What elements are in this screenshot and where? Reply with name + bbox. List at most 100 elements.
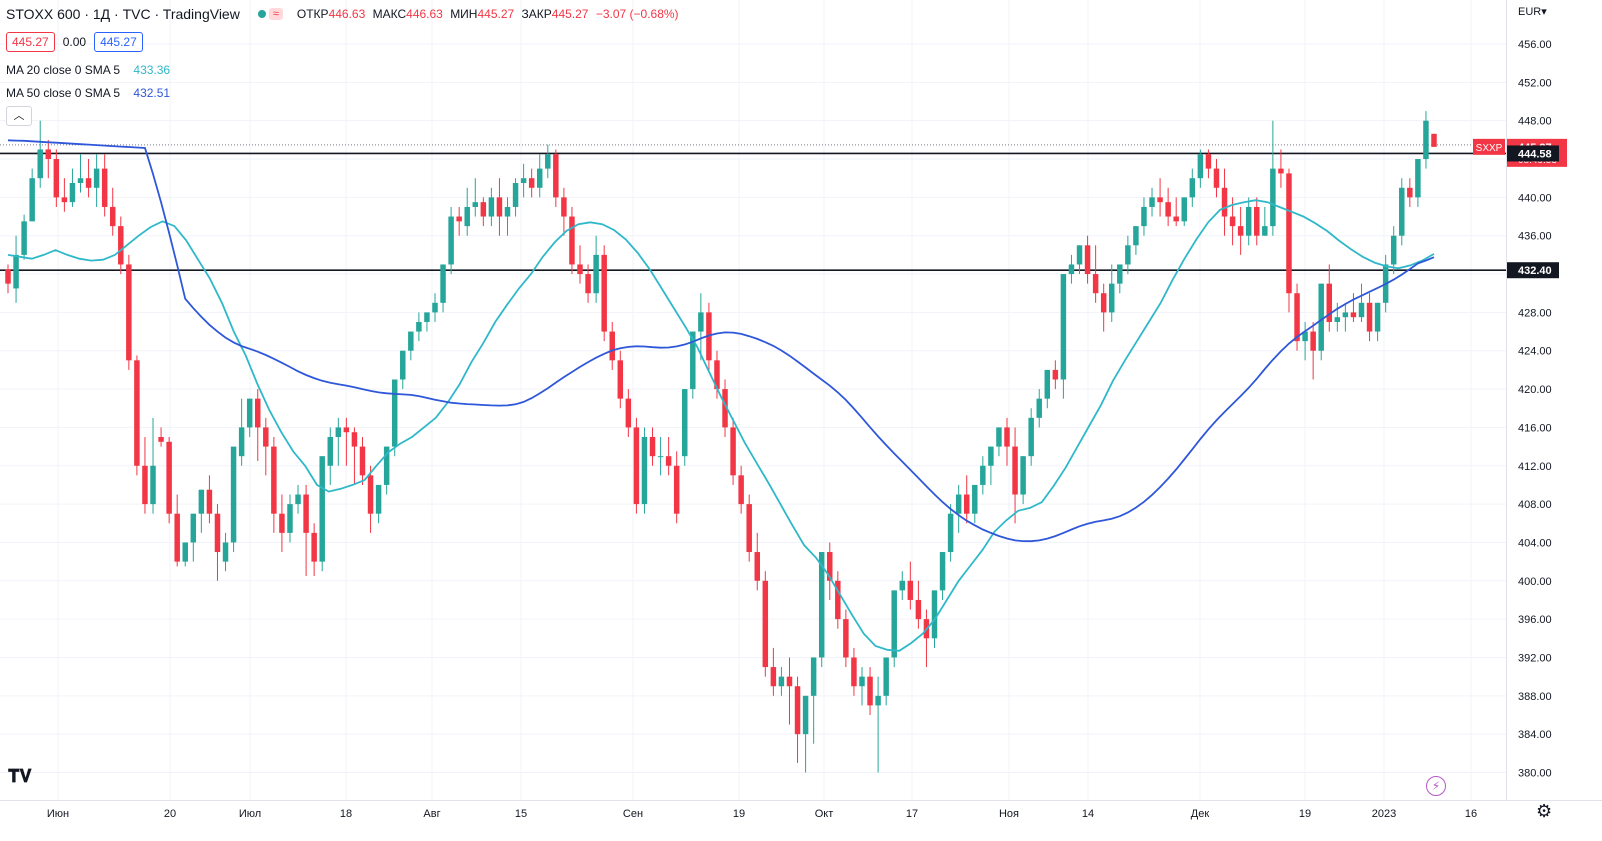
candle-body: [77, 178, 84, 183]
candle-body: [1431, 133, 1437, 147]
candle-body: [504, 206, 511, 217]
candle-body: [287, 504, 293, 533]
x-tick-label: 19: [1299, 808, 1311, 820]
candle-body: [931, 590, 938, 639]
candle-body: [1278, 168, 1284, 174]
chevron-up-icon[interactable]: ︿: [6, 106, 32, 126]
candle-body: [1157, 197, 1163, 203]
candle-body: [456, 216, 462, 222]
time-axis[interactable]: Июн 20 Июл 18 Авг 15 Сен 19 Окт 17 Ноя 14 Дек 19 2023 1…: [47, 808, 1477, 820]
candle-body: [778, 676, 785, 687]
ma20-legend[interactable]: MA 20 close 0 SMA 5 433.36: [6, 63, 170, 77]
candle-body: [569, 216, 575, 265]
symbol-tag-bg: [1473, 138, 1505, 155]
candle-body: [464, 206, 470, 227]
candle-body: [109, 206, 116, 227]
lightning-icon[interactable]: ⚡: [1426, 776, 1446, 796]
candle-body: [150, 465, 156, 505]
candle-body: [1294, 293, 1300, 342]
y-tick-label: 436.00: [1518, 231, 1552, 243]
candle-body: [1036, 398, 1042, 418]
candle-body: [536, 168, 543, 188]
candle-body: [1141, 206, 1147, 227]
candle-body: [440, 264, 446, 303]
candle-body: [166, 441, 172, 514]
candle-body: [13, 254, 19, 289]
candle-body: [528, 178, 535, 188]
candle-body: [101, 168, 108, 207]
close-value: 445.27: [551, 7, 589, 21]
candle-body: [794, 686, 801, 735]
candle-body: [190, 513, 197, 543]
ma50-line: [7, 139, 1435, 543]
candle-body: [206, 489, 213, 514]
candle-body: [5, 269, 11, 284]
candle-body: [996, 427, 1002, 447]
ma50-legend[interactable]: MA 50 close 0 SMA 5 432.51: [6, 86, 170, 100]
candle-body: [375, 484, 382, 514]
x-tick-label: Июн: [47, 808, 69, 820]
candle-body: [1374, 302, 1381, 332]
candle-body: [899, 580, 906, 591]
candle-body: [1237, 226, 1244, 236]
x-tick-label: 2023: [1372, 808, 1396, 820]
candle-body: [577, 264, 583, 275]
candle-body: [585, 274, 591, 294]
x-tick-label: Авг: [423, 808, 440, 820]
ohlc-readout: ОТКР446.63 МАКС446.63 МИН445.27 ЗАКР445.…: [297, 7, 683, 21]
candle-body: [480, 202, 487, 217]
candle-body: [698, 312, 704, 332]
y-tick-label: 412.00: [1518, 461, 1552, 473]
gear-icon[interactable]: ⚙: [1536, 801, 1553, 821]
low-label: МИН: [450, 7, 478, 21]
candle-body: [827, 552, 833, 581]
candle-body: [488, 197, 495, 217]
candle-body: [1165, 202, 1171, 217]
tradingview-logo-icon[interactable]: 𝐓𝐕: [8, 766, 32, 786]
candle-body: [553, 154, 559, 198]
candle-body: [1358, 302, 1365, 318]
x-tick-label: Дек: [1191, 808, 1210, 820]
candle-body: [1318, 283, 1324, 351]
candle-body: [1125, 245, 1131, 265]
x-tick-label: 16: [1465, 808, 1477, 820]
grid: [0, 0, 1602, 801]
candle-body: [939, 552, 946, 591]
candle-body: [561, 197, 567, 217]
currency-selector[interactable]: EUR▾: [1518, 6, 1547, 18]
candle-body: [915, 599, 922, 620]
candle-body: [1326, 283, 1333, 322]
candle-body: [1109, 283, 1115, 313]
candle-body: [1286, 173, 1292, 294]
candle-body: [818, 552, 825, 658]
candle-body: [246, 398, 253, 428]
candle-body: [1133, 226, 1139, 246]
candle-body: [343, 427, 350, 433]
x-tick-label: 14: [1082, 808, 1094, 820]
candle-body: [722, 389, 728, 428]
candle-body: [593, 254, 599, 294]
ma20-value: 433.36: [133, 63, 171, 77]
candle-body: [1149, 197, 1155, 207]
candle-body: [1117, 264, 1123, 284]
candle-body: [1028, 417, 1034, 457]
candle-body: [770, 667, 777, 687]
replay-icon[interactable]: ≈: [268, 8, 283, 20]
candle-body: [263, 427, 269, 447]
candle-body: [408, 331, 414, 351]
y-tick-label: 392.00: [1518, 652, 1552, 664]
symbol-title[interactable]: STOXX 600 · 1Д · TVC · TradingView: [6, 6, 240, 22]
candle-body: [835, 580, 841, 620]
y-tick-label: 424.00: [1518, 346, 1552, 358]
ma50-value: 432.51: [133, 86, 171, 100]
hline-price-label: 432.40: [1518, 265, 1552, 277]
y-tick-label: 400.00: [1518, 576, 1552, 588]
candle-body: [609, 331, 615, 361]
candle-body: [955, 494, 962, 514]
candle-body: [1197, 154, 1204, 179]
buy-button[interactable]: 445.27: [94, 32, 143, 52]
candle-body: [93, 168, 100, 188]
candle-body: [891, 590, 897, 658]
sell-button[interactable]: 445.27: [6, 32, 55, 52]
